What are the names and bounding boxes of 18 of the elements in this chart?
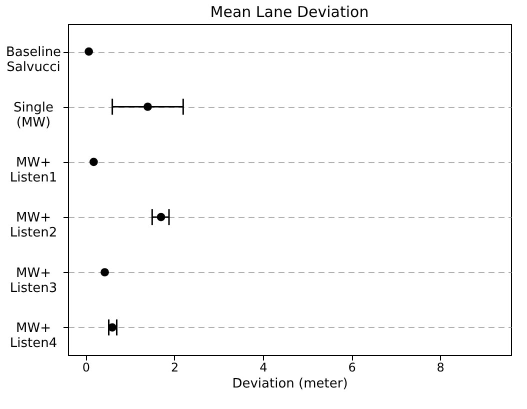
point: [100, 268, 109, 276]
point: [156, 212, 166, 222]
y-tick-label: MW+ Listen4: [10, 320, 58, 351]
chart-title: Mean Lane Deviation: [210, 3, 369, 21]
y-tick-label: MW+ Listen2: [10, 210, 58, 241]
point: [144, 102, 152, 111]
y-tick-label: Baseline Salvucci: [6, 45, 62, 76]
x-tick-label: 0: [82, 360, 90, 374]
point: [84, 47, 94, 56]
point: [90, 158, 98, 166]
x-axis-title: Deviation (meter): [232, 376, 348, 392]
y-tick-label: Single (MW): [14, 100, 54, 130]
y-tick-label: MW+ Listen3: [10, 266, 58, 296]
x-tick-label: 4: [260, 360, 268, 374]
x-tick-label: 2: [171, 360, 179, 374]
x-tick-label: 8: [436, 360, 444, 374]
x-tick-label: 6: [348, 360, 356, 374]
y-tick-label: MW+ Listen1: [10, 155, 58, 186]
